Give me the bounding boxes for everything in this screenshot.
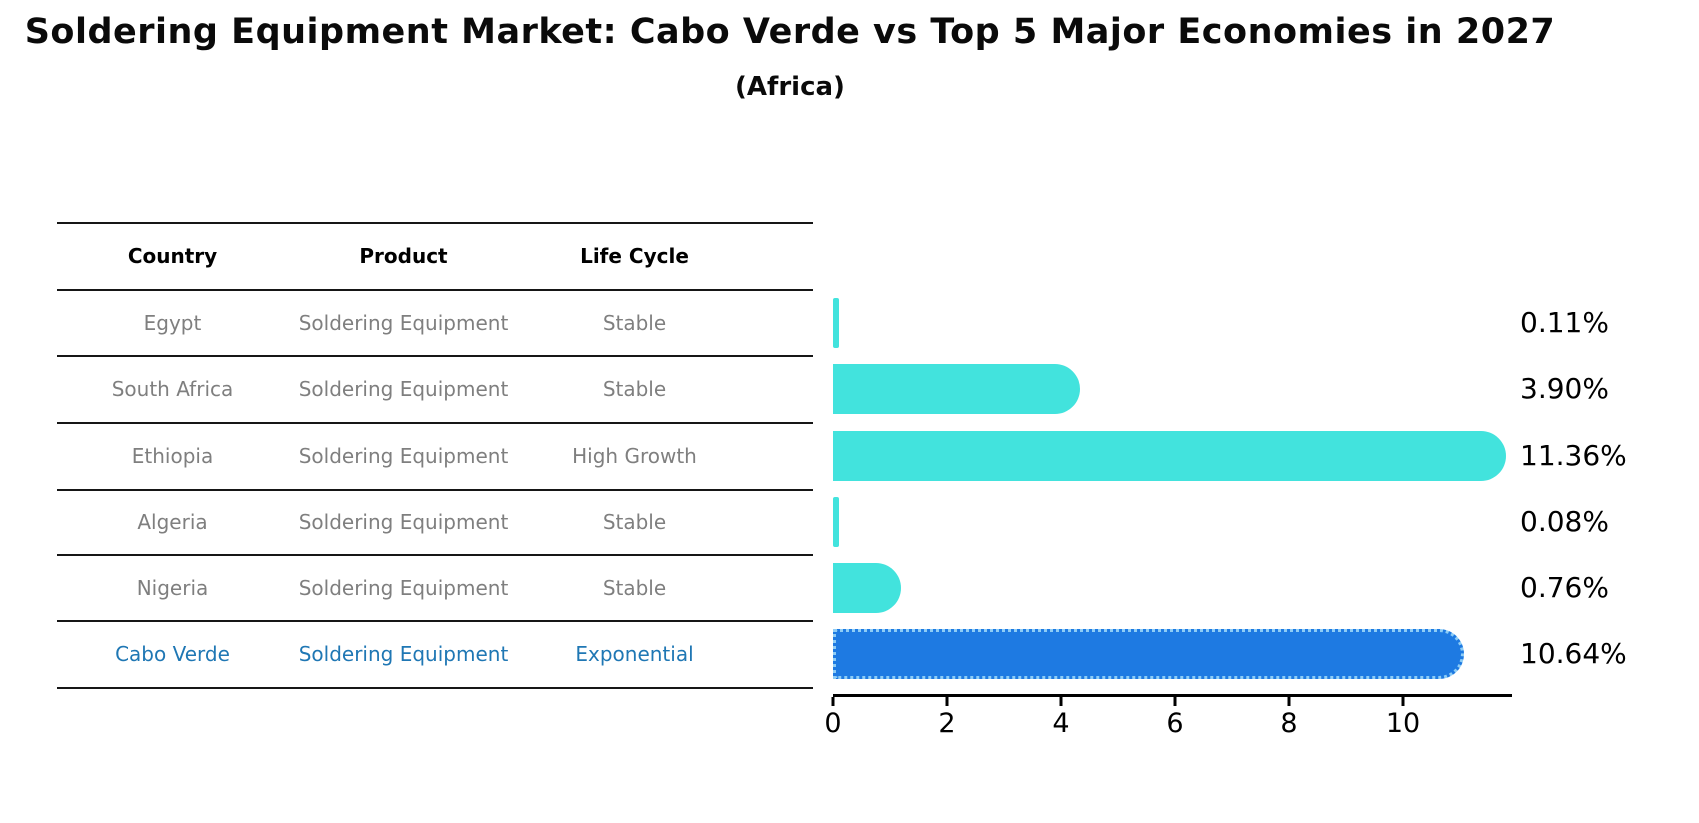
value-label-algeria: 0.08% [1520, 504, 1609, 538]
x-axis-tick [1287, 697, 1291, 706]
table-row-ethiopia: Ethiopia Soldering Equipment High Growth [57, 441, 750, 471]
table-row-nigeria: Nigeria Soldering Equipment Stable [57, 573, 750, 603]
cell-life-cycle: Stable [602, 510, 667, 534]
table-rule [57, 620, 813, 622]
value-label-south-africa: 3.90% [1520, 372, 1609, 406]
x-axis-line [833, 694, 1512, 697]
bar-ethiopia [833, 430, 1506, 481]
cell-life-cycle: Stable [602, 576, 667, 600]
cell-country: Egypt [143, 311, 202, 335]
cell-life-cycle: Stable [602, 311, 667, 335]
cell-product: Soldering Equipment [298, 576, 509, 600]
table-header-life-cycle: Life Cycle [580, 244, 689, 268]
x-axis-tick [831, 697, 835, 706]
x-axis-tick [945, 697, 949, 706]
value-label-cabo-verde: 10.64% [1520, 637, 1627, 671]
value-label-egypt: 0.11% [1520, 306, 1609, 339]
cell-product: Soldering Equipment [298, 311, 509, 335]
cell-country: Cabo Verde [115, 642, 230, 666]
table-header-country: Country [127, 244, 218, 268]
cell-product: Soldering Equipment [298, 510, 509, 534]
table-rule [57, 554, 813, 556]
page-subtitle: (Africa) [735, 72, 845, 102]
cell-country: Ethiopia [131, 444, 214, 468]
cell-product: Soldering Equipment [298, 642, 509, 666]
cell-product: Soldering Equipment [298, 377, 509, 401]
bar-cabo-verde [833, 629, 1465, 680]
cell-life-cycle: High Growth [572, 444, 697, 468]
x-axis-tick-label: 4 [1052, 708, 1070, 739]
table-header-row: Country Product Life Cycle [57, 241, 750, 271]
table-row-algeria: Algeria Soldering Equipment Stable [57, 507, 750, 537]
x-axis-tick-label: 0 [824, 708, 842, 739]
bar-nigeria [833, 563, 902, 613]
x-axis-tick [1173, 697, 1177, 706]
table-rule [57, 422, 813, 424]
cell-country: Nigeria [136, 576, 209, 600]
page-title: Soldering Equipment Market: Cabo Verde v… [24, 12, 1556, 52]
table-rule [57, 355, 813, 357]
table-row-cabo-verde: Cabo Verde Soldering Equipment Exponenti… [57, 639, 750, 669]
table-rule [57, 687, 813, 689]
bar-south-africa [833, 364, 1081, 415]
cell-life-cycle: Stable [602, 377, 667, 401]
x-axis-tick [1401, 697, 1405, 706]
table-rule [57, 222, 813, 224]
table-row-egypt: Egypt Soldering Equipment Stable [57, 308, 750, 338]
value-label-ethiopia: 11.36% [1520, 438, 1627, 472]
bar-egypt [833, 298, 840, 348]
x-axis-tick-label: 10 [1385, 708, 1421, 739]
cell-country: South Africa [111, 377, 234, 401]
value-label-nigeria: 0.76% [1520, 571, 1609, 604]
bar-algeria [833, 496, 839, 547]
table-header-product: Product [359, 244, 448, 268]
cell-country: Algeria [137, 510, 208, 534]
table-row-south-africa: South Africa Soldering Equipment Stable [57, 374, 750, 404]
cell-life-cycle: Exponential [575, 642, 694, 666]
bar-chart-plot-area [833, 290, 1533, 688]
cell-product: Soldering Equipment [298, 444, 509, 468]
x-axis-tick-label: 8 [1280, 708, 1298, 739]
table-rule [57, 289, 813, 291]
x-axis-tick-label: 6 [1166, 708, 1184, 739]
x-axis-tick [1059, 697, 1063, 706]
table-rule [57, 489, 813, 491]
x-axis-tick-label: 2 [938, 708, 956, 739]
